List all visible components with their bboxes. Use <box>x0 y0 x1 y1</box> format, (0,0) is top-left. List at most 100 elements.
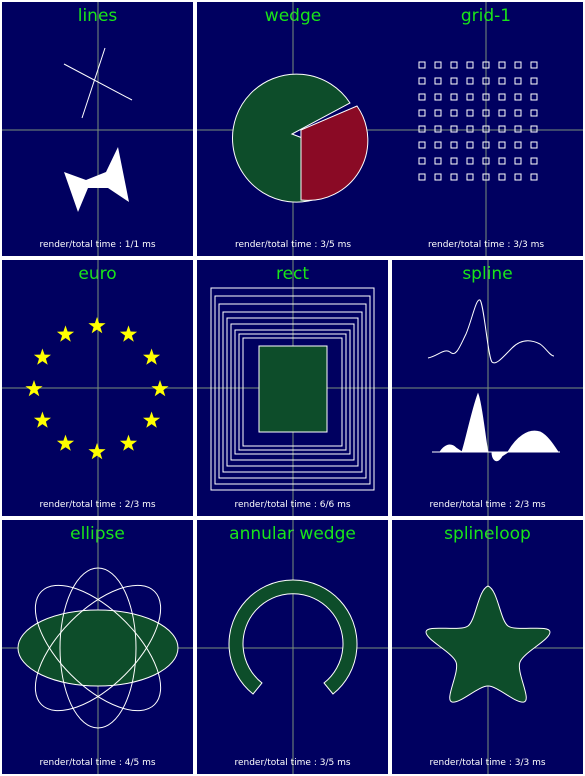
euro-star <box>88 443 106 460</box>
grid-square <box>514 173 522 181</box>
grid-square <box>482 61 490 69</box>
grid-square <box>530 77 538 85</box>
grid-square <box>498 61 506 69</box>
grid-square <box>466 173 474 181</box>
panel-spline: spline render/total time : 2/3 ms <box>392 260 583 516</box>
lines-drawing <box>2 2 193 256</box>
line-segment <box>81 47 106 119</box>
render-time-label: render/total time : 1/1 ms <box>39 240 156 250</box>
grid-square <box>466 141 474 149</box>
panel-wedge: wedge render/total time : 3/5 ms grid-1 … <box>197 2 583 256</box>
grid-square <box>530 157 538 165</box>
outline-ellipse <box>34 584 162 712</box>
grid-square <box>450 61 458 69</box>
render-time-label: render/total time : 3/3 ms <box>427 240 545 250</box>
euro-star <box>33 348 51 365</box>
grid-square <box>514 61 522 69</box>
render-time-label: render/total time : 6/6 ms <box>234 500 351 510</box>
grid-square <box>434 173 442 181</box>
grid-square <box>450 77 458 85</box>
render-time-label: render/total time : 2/3 ms <box>39 500 156 510</box>
grid-square <box>418 141 426 149</box>
render-time-label: render/total time : 3/5 ms <box>234 240 352 250</box>
outline-rectangle <box>222 311 363 473</box>
grid-square <box>418 173 426 181</box>
pie-wedge-red <box>300 105 369 201</box>
euro-stars <box>25 317 169 460</box>
grid-square <box>418 109 426 117</box>
grid-square <box>466 157 474 165</box>
euro-star <box>56 434 75 451</box>
grid-square <box>514 77 522 85</box>
euro-star <box>88 317 106 334</box>
grid-square <box>466 61 474 69</box>
euro-star <box>56 325 75 342</box>
bowtie-shape <box>64 147 129 212</box>
grid-square <box>482 173 490 181</box>
grid-square <box>482 157 490 165</box>
grid-square <box>498 125 506 133</box>
grid-square <box>498 77 506 85</box>
render-time-label: render/total time : 3/5 ms <box>234 758 351 768</box>
grid-square <box>498 173 506 181</box>
grid-square <box>514 93 522 101</box>
euro-star <box>143 348 161 365</box>
grid-square <box>450 141 458 149</box>
grid-square <box>434 77 442 85</box>
grid-square <box>450 93 458 101</box>
panel-title: spline <box>462 264 513 284</box>
star-loop-shape <box>425 585 551 703</box>
grid-square <box>482 125 490 133</box>
grid-square <box>418 157 426 165</box>
outline-rectangle <box>218 303 367 479</box>
euro-drawing <box>2 260 193 516</box>
nested-rectangles <box>210 287 375 491</box>
outline-rectangle <box>238 333 347 451</box>
grid-square <box>466 109 474 117</box>
grid-square <box>434 141 442 149</box>
euro-star <box>143 411 161 428</box>
euro-star <box>119 325 138 342</box>
grid-square <box>482 77 490 85</box>
grid-square <box>418 61 426 69</box>
wedge-drawing <box>197 2 583 256</box>
spline-curve <box>427 299 555 364</box>
euro-star <box>33 411 51 428</box>
euro-star <box>119 434 138 451</box>
grid-square <box>434 109 442 117</box>
panel-splineloop: splineloop render/total time : 3/3 ms <box>392 520 583 774</box>
grid-square <box>530 125 538 133</box>
grid-square <box>466 93 474 101</box>
grid-square <box>482 141 490 149</box>
rect-drawing <box>197 260 388 516</box>
panel-rect: rect render/total time : 6/6 ms <box>197 260 388 516</box>
grid-square <box>530 109 538 117</box>
outline-rectangle <box>242 337 343 447</box>
panel-lines: lines render/total time : 1/1 ms <box>2 2 193 256</box>
grid-square <box>434 125 442 133</box>
grid-square <box>418 93 426 101</box>
outline-ellipse <box>59 567 137 729</box>
grid-square <box>498 157 506 165</box>
grid-square <box>434 93 442 101</box>
grid-square <box>482 93 490 101</box>
outline-rectangle <box>210 287 375 491</box>
grid-square <box>450 157 458 165</box>
grid-square <box>514 125 522 133</box>
ellipse-drawing <box>2 520 193 774</box>
panel-title: grid-1 <box>460 6 512 26</box>
annular-wedge-drawing <box>197 520 388 774</box>
render-time-label: render/total time : 3/3 ms <box>429 758 546 768</box>
outline-ellipse <box>34 584 162 712</box>
panel-ellipse: ellipse render/total time : 4/5 ms <box>2 520 193 774</box>
grid-square <box>530 141 538 149</box>
grid-square <box>450 173 458 181</box>
panel-annular-wedge: annular wedge render/total time : 3/5 ms <box>197 520 388 774</box>
filled-ellipse <box>17 609 179 687</box>
render-time-label: render/total time : 4/5 ms <box>39 758 156 768</box>
grid-squares <box>418 61 538 181</box>
outline-rectangle <box>226 317 359 467</box>
outline-rectangle <box>214 295 371 485</box>
panel-euro: euro render/total time : 2/3 ms <box>2 260 193 516</box>
grid-square <box>498 109 506 117</box>
